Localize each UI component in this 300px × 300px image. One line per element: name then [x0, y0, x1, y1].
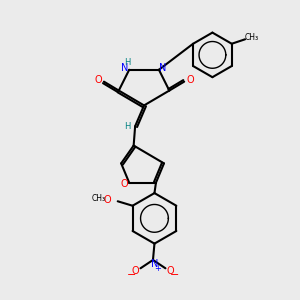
Text: −: −: [127, 270, 136, 280]
Text: CH₃: CH₃: [244, 33, 259, 42]
Text: O: O: [167, 266, 175, 276]
Text: O: O: [131, 266, 139, 276]
Text: N: N: [151, 260, 158, 269]
Text: O: O: [186, 75, 194, 85]
Text: CH₃: CH₃: [91, 194, 106, 203]
Text: O: O: [120, 179, 128, 189]
Text: N: N: [159, 63, 166, 73]
Text: N: N: [121, 63, 128, 73]
Text: O: O: [94, 75, 102, 85]
Text: −: −: [170, 270, 179, 280]
Text: O: O: [103, 195, 111, 205]
Text: +: +: [154, 264, 161, 273]
Text: H: H: [124, 58, 131, 67]
Text: H: H: [124, 122, 131, 131]
